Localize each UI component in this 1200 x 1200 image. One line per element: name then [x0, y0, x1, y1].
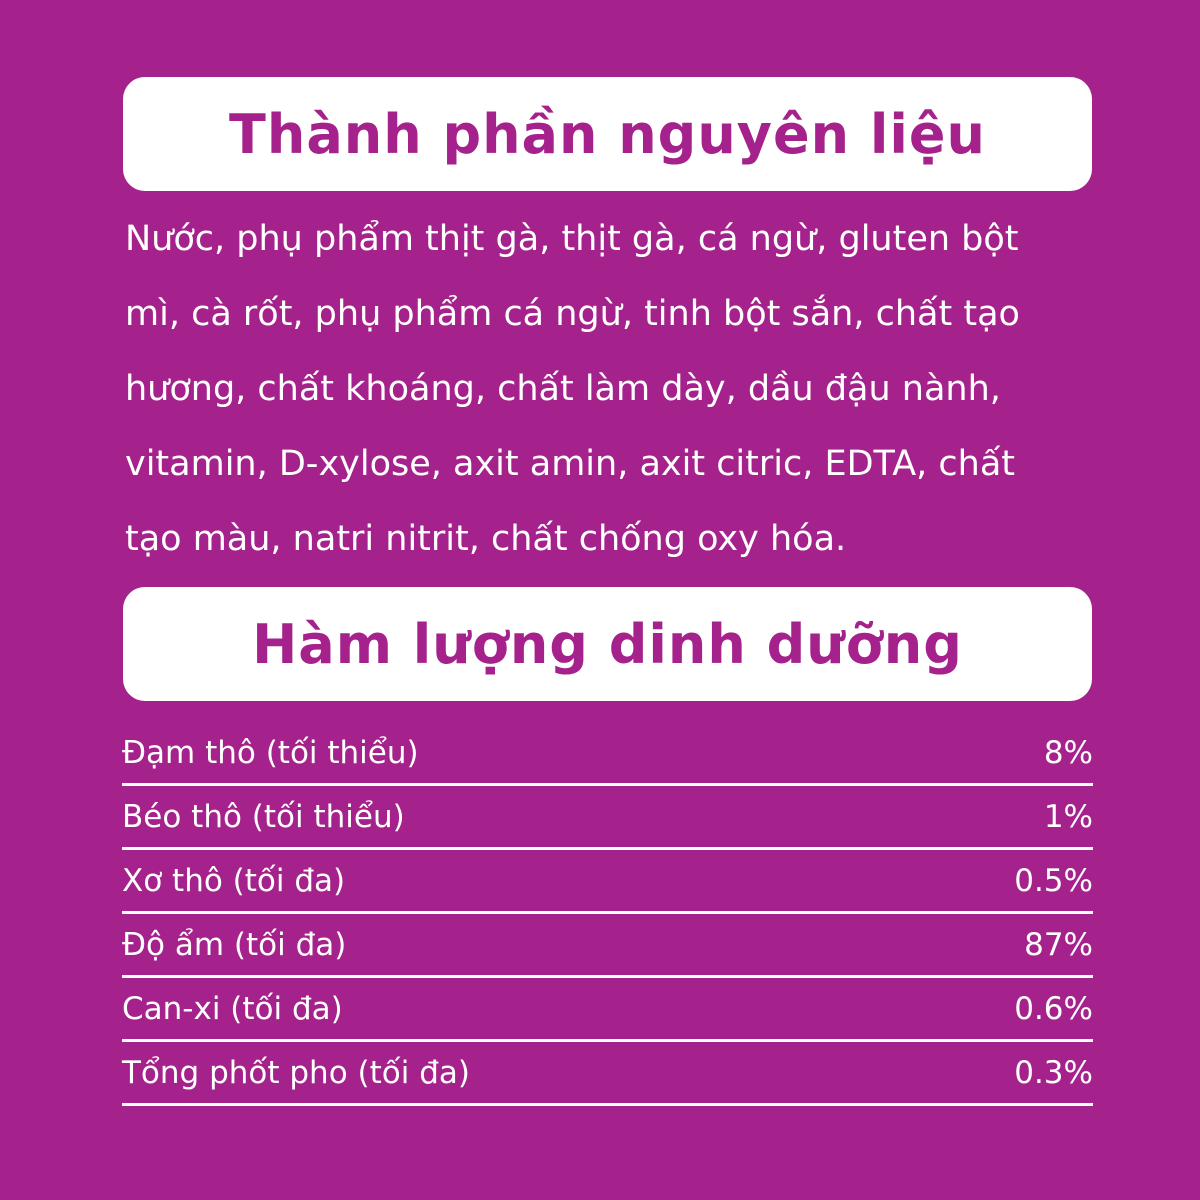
table-row: Độ ẩm (tối đa) 87%: [122, 914, 1093, 978]
row-label: Béo thô (tối thiểu): [122, 798, 405, 835]
row-label: Đạm thô (tối thiểu): [122, 734, 419, 771]
table-row: Can-xi (tối đa) 0.6%: [122, 978, 1093, 1042]
ingredients-line: mì, cà rốt, phụ phẩm cá ngừ, tinh bột sắ…: [125, 294, 1020, 334]
nutrition-table: Đạm thô (tối thiểu) 8% Béo thô (tối thiểu…: [122, 722, 1093, 1106]
ingredients-line: Nước, phụ phẩm thịt gà, thịt gà, cá ngừ,…: [125, 219, 1019, 259]
ingredients-title: Thành phần nguyên liệu: [229, 102, 986, 166]
table-row: Xơ thô (tối đa) 0.5%: [122, 850, 1093, 914]
row-value: 87%: [1024, 926, 1093, 963]
ingredients-text: Nước, phụ phẩm thịt gà, thịt gà, cá ngừ,…: [125, 202, 1085, 577]
ingredients-line: vitamin, D-xylose, axit amin, axit citri…: [125, 444, 1016, 484]
row-label: Xơ thô (tối đa): [122, 862, 346, 899]
nutrition-banner: Hàm lượng dinh dưỡng: [123, 587, 1092, 701]
table-row: Đạm thô (tối thiểu) 8%: [122, 722, 1093, 786]
table-row: Tổng phốt pho (tối đa) 0.3%: [122, 1042, 1093, 1106]
table-row: Béo thô (tối thiểu) 1%: [122, 786, 1093, 850]
row-label: Tổng phốt pho (tối đa): [122, 1054, 470, 1091]
row-value: 0.6%: [1014, 990, 1093, 1027]
row-label: Can-xi (tối đa): [122, 990, 343, 1027]
row-value: 8%: [1043, 734, 1093, 771]
row-value: 0.3%: [1014, 1054, 1093, 1091]
ingredients-banner: Thành phần nguyên liệu: [123, 77, 1092, 191]
row-value: 0.5%: [1014, 862, 1093, 899]
row-value: 1%: [1043, 798, 1093, 835]
ingredients-line: hương, chất khoáng, chất làm dày, dầu đậ…: [125, 369, 1001, 409]
ingredients-line: tạo màu, natri nitrit, chất chống oxy hó…: [125, 519, 847, 559]
nutrition-title: Hàm lượng dinh dưỡng: [252, 612, 963, 676]
row-label: Độ ẩm (tối đa): [122, 926, 347, 963]
